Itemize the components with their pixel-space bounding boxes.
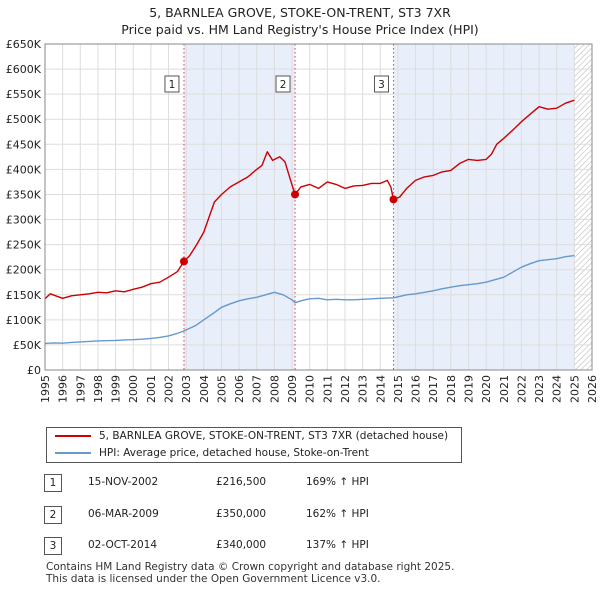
footer: Contains HM Land Registry data © Crown c… (46, 561, 454, 585)
sale-number-badge: 2 (44, 506, 62, 524)
sale-hpi-change: 162% ↑ HPI (306, 508, 369, 520)
y-tick-label: £350K (6, 188, 42, 201)
x-tick-label: 2007 (251, 375, 264, 403)
x-tick-label: 2015 (392, 375, 405, 403)
y-tick-label: £300K (6, 214, 42, 227)
y-tick-label: £400K (6, 163, 42, 176)
x-tick-label: 2010 (304, 375, 317, 403)
sale-hpi-change: 169% ↑ HPI (306, 476, 369, 488)
sale-price: £350,000 (216, 508, 267, 520)
legend-swatch-hpi (55, 452, 91, 454)
y-tick-label: £500K (6, 113, 42, 126)
legend-label-hpi: HPI: Average price, detached house, Stok… (99, 447, 369, 459)
sale-number-badge: 3 (44, 537, 62, 555)
x-tick-label: 2025 (568, 375, 581, 403)
legend-item-hpi: HPI: Average price, detached house, Stok… (47, 445, 461, 461)
x-tick-label: 2022 (515, 375, 528, 403)
x-tick-label: 2019 (462, 375, 475, 403)
x-tick-label: 2020 (480, 375, 493, 403)
y-tick-label: £50K (13, 339, 42, 352)
sale-number-box (164, 75, 180, 93)
x-tick-label: 1999 (110, 375, 123, 403)
sale-number-box (275, 75, 291, 93)
x-tick-label: 2026 (586, 375, 599, 403)
chart-subtitle: Price paid vs. HM Land Registry's House … (121, 22, 479, 37)
x-tick-label: 2021 (498, 375, 511, 403)
legend: 5, BARNLEA GROVE, STOKE-ON-TRENT, ST3 7X… (46, 427, 462, 463)
hpi-line (44, 254, 575, 345)
sale-date: 15-NOV-2002 (88, 476, 159, 488)
hatched-region (574, 44, 592, 370)
x-tick-label: 2002 (163, 375, 176, 403)
sale-hpi-change: 137% ↑ HPI (306, 539, 369, 551)
x-tick-label: 2016 (410, 375, 423, 403)
x-tick-label: 2009 (286, 375, 299, 403)
legend-item-property: 5, BARNLEA GROVE, STOKE-ON-TRENT, ST3 7X… (47, 428, 461, 444)
sale-date: 06-MAR-2009 (88, 508, 159, 520)
footer-copyright: Contains HM Land Registry data © Crown c… (46, 561, 455, 573)
legend-label-property: 5, BARNLEA GROVE, STOKE-ON-TRENT, ST3 7X… (99, 430, 449, 442)
price-chart: 1 2 3 £0 £50K £100K £150K £200K £250K £300K £350K… (6, 38, 599, 403)
x-tick-label: 2018 (445, 375, 458, 403)
legend-swatch-property (55, 435, 91, 437)
x-tick-label: 2003 (180, 375, 193, 403)
footer-licence: This data is licensed under the Open Gov… (46, 573, 381, 585)
x-tick-label: 2011 (321, 375, 334, 403)
x-tick-label: 1997 (74, 375, 87, 403)
x-tick-label: 2004 (198, 375, 211, 403)
sale-number-badge: 1 (44, 474, 62, 492)
y-tick-label: £100K (6, 314, 42, 327)
y-tick-label: £250K (6, 239, 42, 252)
shaded-period (393, 44, 575, 370)
y-tick-label: £200K (6, 264, 42, 277)
y-tick-label: £600K (6, 63, 42, 76)
y-tick-label: £150K (6, 289, 42, 302)
x-tick-label: 2017 (427, 375, 440, 403)
chart-title: 5, BARNLEA GROVE, STOKE-ON-TRENT, ST3 7X… (149, 5, 451, 20)
x-tick-label: 2005 (215, 375, 228, 403)
sale-number-label: 3 (378, 79, 385, 91)
x-tick-label: 2006 (233, 375, 246, 403)
sale-point (389, 195, 398, 204)
sale-number-label: 2 (280, 79, 287, 91)
y-tick-label: £0 (27, 364, 41, 377)
chart-title-block: 5, BARNLEA GROVE, STOKE-ON-TRENT, ST3 7X… (0, 4, 600, 38)
x-tick-label: 2023 (533, 375, 546, 403)
x-tick-label: 2024 (551, 375, 564, 403)
y-tick-label: £450K (6, 138, 42, 151)
y-tick-label: £550K (6, 88, 42, 101)
x-tick-label: 2013 (357, 375, 370, 403)
x-tick-label: 2012 (339, 375, 352, 403)
y-tick-label: £650K (6, 38, 42, 51)
property-price-line (44, 99, 575, 300)
sale-number-label: 1 (169, 79, 176, 91)
x-tick-label: 2000 (127, 375, 140, 403)
x-tick-label: 1998 (92, 375, 105, 403)
plot-frame (44, 43, 593, 371)
sale-point (291, 190, 300, 199)
sale-date: 02-OCT-2014 (88, 539, 157, 551)
x-tick-label: 1996 (57, 375, 70, 403)
x-tick-label: 1995 (39, 375, 52, 403)
x-tick-label: 2008 (268, 375, 281, 403)
x-tick-label: 2014 (374, 375, 387, 403)
sale-price: £216,500 (216, 476, 267, 488)
sale-point (179, 257, 188, 266)
sale-number-box (373, 75, 389, 93)
sale-price: £340,000 (216, 539, 267, 551)
x-tick-label: 2001 (145, 375, 158, 403)
